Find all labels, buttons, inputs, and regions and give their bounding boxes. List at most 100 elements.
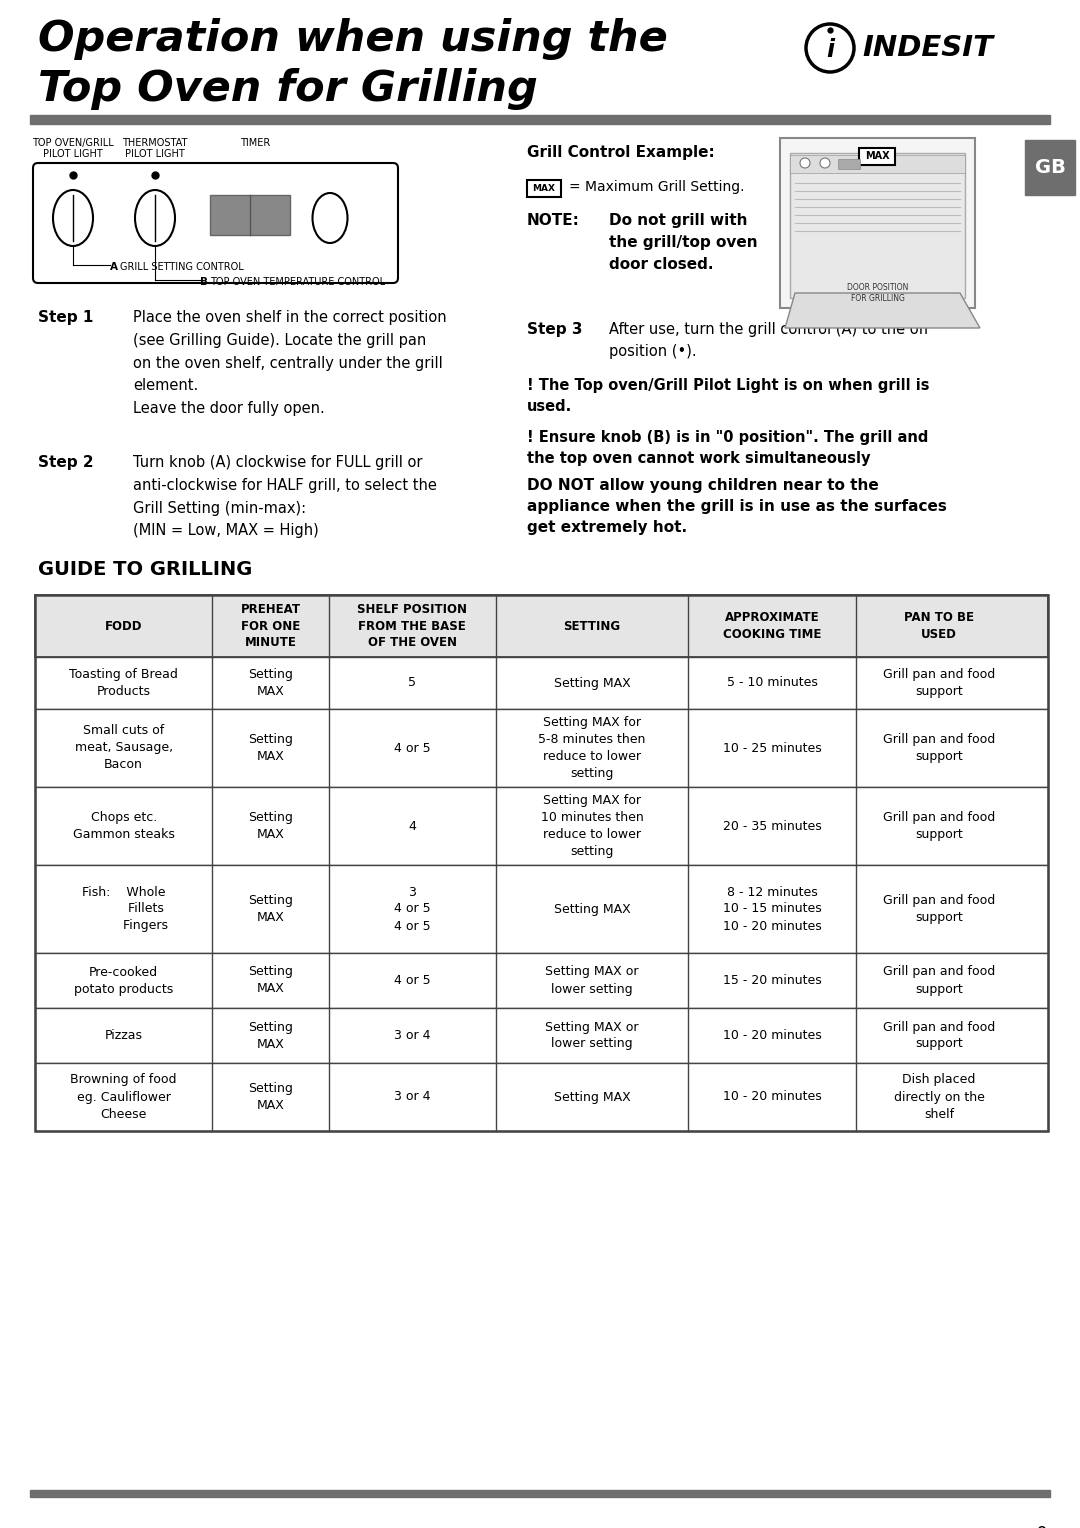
Text: 8 - 12 minutes
10 - 15 minutes
10 - 20 minutes: 8 - 12 minutes 10 - 15 minutes 10 - 20 m…	[723, 886, 821, 932]
Text: 10 - 20 minutes: 10 - 20 minutes	[723, 1091, 821, 1103]
Text: = Maximum Grill Setting.: = Maximum Grill Setting.	[569, 180, 744, 194]
Text: TIMER: TIMER	[240, 138, 270, 148]
Text: Setting
MAX: Setting MAX	[248, 894, 293, 924]
Text: Step 2: Step 2	[38, 455, 94, 471]
Text: Toasting of Bread
Products: Toasting of Bread Products	[69, 668, 178, 698]
Text: TOP OVEN/GRILL: TOP OVEN/GRILL	[32, 138, 113, 148]
Text: Fish:    Whole
           Fillets
           Fingers: Fish: Whole Fillets Fingers	[79, 886, 168, 932]
Text: GRILL SETTING CONTROL: GRILL SETTING CONTROL	[120, 261, 244, 272]
Text: Setting MAX: Setting MAX	[554, 1091, 631, 1103]
Text: 9: 9	[1038, 1525, 1048, 1528]
Text: INDESIT: INDESIT	[862, 34, 993, 63]
Text: MAX: MAX	[532, 183, 555, 193]
Bar	[30, 115, 1050, 124]
Bar	[789, 153, 966, 298]
Text: Setting
MAX: Setting MAX	[248, 1021, 293, 1051]
Text: Grill pan and food
support: Grill pan and food support	[883, 1021, 996, 1051]
Text: Small cuts of
meat, Sausage,
Bacon: Small cuts of meat, Sausage, Bacon	[75, 724, 173, 772]
Text: Top Oven for Grilling: Top Oven for Grilling	[38, 69, 538, 110]
Text: Grill pan and food
support: Grill pan and food support	[883, 733, 996, 762]
Text: Setting
MAX: Setting MAX	[248, 668, 293, 698]
Text: Setting
MAX: Setting MAX	[248, 1082, 293, 1112]
Text: Step 3: Step 3	[527, 322, 582, 338]
Text: 5 - 10 minutes: 5 - 10 minutes	[727, 677, 818, 689]
Bar	[35, 865, 1048, 953]
Ellipse shape	[312, 193, 348, 243]
Text: 4 or 5: 4 or 5	[394, 973, 431, 987]
Text: Setting MAX or
lower setting: Setting MAX or lower setting	[545, 966, 639, 996]
Text: Setting MAX or
lower setting: Setting MAX or lower setting	[545, 1021, 639, 1051]
Bar	[527, 180, 561, 197]
Text: 3
4 or 5
4 or 5: 3 4 or 5 4 or 5	[394, 886, 431, 932]
Bar	[35, 787, 1048, 865]
Bar	[1025, 141, 1075, 196]
Text: Grill pan and food
support: Grill pan and food support	[883, 811, 996, 840]
Text: Pre-cooked
potato products: Pre-cooked potato products	[75, 966, 173, 996]
Text: SHELF POSITION
FROM THE BASE
OF THE OVEN: SHELF POSITION FROM THE BASE OF THE OVEN	[357, 604, 468, 649]
Text: THERMOSTAT: THERMOSTAT	[122, 138, 188, 148]
Bar	[35, 1008, 1048, 1063]
FancyBboxPatch shape	[33, 163, 399, 283]
Text: ! The Top oven/Grill Pilot Light is on when grill is
used.: ! The Top oven/Grill Pilot Light is on w…	[527, 377, 930, 414]
Text: i: i	[826, 38, 834, 63]
Text: 4 or 5: 4 or 5	[394, 741, 431, 755]
Text: 10 - 20 minutes: 10 - 20 minutes	[723, 1028, 821, 1042]
Ellipse shape	[135, 189, 175, 246]
Text: 20 - 35 minutes: 20 - 35 minutes	[723, 819, 821, 833]
Text: Grill pan and food
support: Grill pan and food support	[883, 668, 996, 698]
Text: TOP OVEN TEMPERATURE CONTROL: TOP OVEN TEMPERATURE CONTROL	[210, 277, 386, 287]
Bar	[838, 159, 860, 170]
Text: 3 or 4: 3 or 4	[394, 1091, 431, 1103]
Text: Browning of food
eg. Cauliflower
Cheese: Browning of food eg. Cauliflower Cheese	[70, 1074, 177, 1120]
Bar	[35, 594, 1048, 1131]
Bar	[35, 709, 1048, 787]
Text: 3 or 4: 3 or 4	[394, 1028, 431, 1042]
Text: Chops etc.
Gammon steaks: Chops etc. Gammon steaks	[72, 811, 175, 840]
Circle shape	[800, 157, 810, 168]
Bar	[210, 196, 291, 235]
Circle shape	[820, 157, 831, 168]
Text: Setting MAX: Setting MAX	[554, 677, 631, 689]
Bar	[35, 657, 1048, 709]
Text: Do not grill with
the grill/top oven
door closed.: Do not grill with the grill/top oven doo…	[609, 212, 758, 272]
Text: PILOT LIGHT: PILOT LIGHT	[125, 150, 185, 159]
Text: FODD: FODD	[105, 619, 143, 633]
Text: PREHEAT
FOR ONE
MINUTE: PREHEAT FOR ONE MINUTE	[241, 604, 300, 649]
Text: APPROXIMATE
COOKING TIME: APPROXIMATE COOKING TIME	[723, 611, 821, 640]
Bar	[35, 594, 1048, 657]
Text: 4: 4	[408, 819, 416, 833]
Text: 15 - 20 minutes: 15 - 20 minutes	[723, 973, 821, 987]
Text: NOTE:: NOTE:	[527, 212, 580, 228]
Text: 10 - 25 minutes: 10 - 25 minutes	[723, 741, 821, 755]
Text: Operation when using the: Operation when using the	[38, 18, 667, 60]
Bar	[859, 148, 895, 165]
Text: DO NOT allow young children near to the
appliance when the grill is in use as th: DO NOT allow young children near to the …	[527, 478, 947, 535]
Text: Setting MAX for
10 minutes then
reduce to lower
setting: Setting MAX for 10 minutes then reduce t…	[541, 795, 644, 859]
Ellipse shape	[53, 189, 93, 246]
Text: Grill pan and food
support: Grill pan and food support	[883, 894, 996, 924]
Text: ! Ensure knob (B) is in "0 position". The grill and
the top oven cannot work sim: ! Ensure knob (B) is in "0 position". Th…	[527, 429, 929, 466]
Text: Setting
MAX: Setting MAX	[248, 811, 293, 840]
Text: PILOT LIGHT: PILOT LIGHT	[43, 150, 103, 159]
Text: 5: 5	[408, 677, 417, 689]
Text: B: B	[200, 277, 208, 287]
Text: Grill Control Example:: Grill Control Example:	[527, 145, 715, 160]
Text: GB: GB	[1035, 157, 1066, 177]
Text: DOOR POSITION
FOR GRILLING: DOOR POSITION FOR GRILLING	[847, 283, 908, 303]
Text: GUIDE TO GRILLING: GUIDE TO GRILLING	[38, 559, 253, 579]
Text: Setting MAX for
5-8 minutes then
reduce to lower
setting: Setting MAX for 5-8 minutes then reduce …	[539, 717, 646, 779]
Text: Setting MAX: Setting MAX	[554, 903, 631, 915]
Text: Setting
MAX: Setting MAX	[248, 733, 293, 762]
Text: Grill pan and food
support: Grill pan and food support	[883, 966, 996, 996]
Text: PAN TO BE
USED: PAN TO BE USED	[904, 611, 974, 640]
Text: A: A	[110, 261, 118, 272]
Bar	[789, 154, 966, 173]
Text: Turn knob (A) clockwise for FULL grill or
anti-clockwise for HALF grill, to sele: Turn knob (A) clockwise for FULL grill o…	[133, 455, 437, 538]
Bar	[35, 1063, 1048, 1131]
Text: Pizzas: Pizzas	[105, 1028, 143, 1042]
Bar	[780, 138, 975, 309]
Text: SETTING: SETTING	[564, 619, 621, 633]
Text: Place the oven shelf in the correct position
(see Grilling Guide). Locate the gr: Place the oven shelf in the correct posi…	[133, 310, 447, 416]
Bar	[35, 953, 1048, 1008]
Text: Dish placed
directly on the
shelf: Dish placed directly on the shelf	[893, 1074, 985, 1120]
